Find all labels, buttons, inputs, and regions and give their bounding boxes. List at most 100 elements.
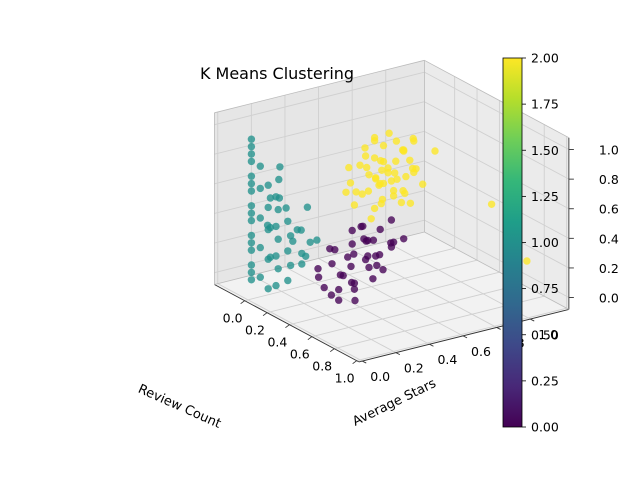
scatter-point	[362, 237, 370, 245]
scatter-point	[392, 137, 401, 145]
z-tick-label: 0.4	[599, 231, 619, 246]
scatter-point	[247, 209, 256, 217]
colorbar-tick-label: 0.25	[531, 373, 559, 388]
scatter-point	[401, 189, 409, 198]
scatter-point	[387, 177, 396, 185]
x-axis-line	[214, 284, 360, 363]
grid-line	[356, 307, 567, 362]
y-tick-mark	[395, 352, 401, 356]
scatter-point	[364, 187, 373, 195]
scatter-point	[247, 246, 256, 254]
scatter-point	[247, 261, 256, 269]
scatter-point	[264, 225, 272, 234]
grid-line	[214, 71, 425, 126]
scatter-point	[335, 296, 343, 304]
colorbar-gradient	[502, 57, 523, 428]
x-axis-label: Review Count	[136, 382, 224, 432]
grid-line	[424, 130, 570, 210]
scatter-point	[328, 260, 336, 268]
scatter-point	[369, 236, 378, 244]
y-axis-line	[358, 308, 569, 363]
scatter-point	[274, 205, 282, 214]
scatter-point	[392, 157, 400, 165]
grid-line	[311, 283, 522, 338]
scatter-point	[272, 252, 280, 260]
scatter-point	[347, 262, 355, 271]
scatter-point	[369, 275, 377, 283]
scatter-point	[256, 184, 264, 193]
scatter-point	[376, 179, 384, 188]
x-tick-label: 0.0	[223, 311, 243, 326]
y-tick-mark	[530, 318, 535, 322]
scatter-point	[379, 266, 387, 274]
y-tick-mark	[429, 343, 434, 347]
scatter-point	[419, 180, 427, 188]
scatter-point	[247, 135, 256, 143]
grid-line	[424, 219, 570, 298]
z-tick-label: 0.2	[599, 261, 619, 276]
x-tick-labels: 0.00.20.40.60.81.0	[223, 311, 355, 386]
scatter-point	[408, 164, 417, 173]
colorbar-tick-label: 0.50	[531, 327, 559, 342]
scatter-point	[272, 281, 280, 290]
scatter-point	[402, 172, 410, 181]
scatter-point	[385, 129, 393, 137]
scatter-point	[247, 216, 256, 225]
scatter-point	[264, 255, 272, 263]
scatter-point	[367, 215, 375, 223]
x-tick-label: 0.4	[267, 335, 287, 350]
scatter-point	[264, 203, 272, 212]
scatter-point	[361, 152, 370, 160]
scatter-point	[284, 247, 292, 255]
scatter-point	[264, 285, 272, 293]
scatter-point	[247, 276, 256, 284]
scatter-point	[306, 238, 314, 246]
y-tick-mark	[362, 360, 367, 364]
scatter-point	[391, 169, 399, 177]
y-axis-label: Average Stars	[350, 376, 439, 429]
colorbar-tick-labels: 0.00 0.25 0.50 0.75 1.00 1.25 1.50 1.75 2.00	[531, 51, 559, 435]
scatter-point	[256, 243, 264, 252]
x-tick-mark	[240, 300, 245, 305]
scatter-point	[365, 171, 373, 179]
y-tick-label: 0.6	[471, 344, 491, 359]
scatter-point	[389, 238, 398, 246]
colorbar-tick-label: 1.25	[531, 189, 559, 204]
scatter-point	[293, 226, 301, 234]
scatter-point	[406, 156, 414, 164]
x-tick-mark	[262, 312, 268, 317]
x-tick-label: 0.8	[312, 359, 332, 374]
z-tick-labels: 0.0 0.2 0.4 0.6 0.8 1.0	[599, 143, 619, 306]
scatter-point	[284, 217, 292, 225]
scatter-point	[256, 273, 264, 281]
colorbar-tick-label: 1.00	[531, 235, 559, 250]
grid-line	[266, 259, 478, 314]
y-tick-mark	[496, 327, 501, 330]
pane-edge	[424, 231, 570, 310]
y-tick-label: 0.0	[370, 369, 390, 384]
scatter-point	[282, 204, 290, 212]
scatter-point	[247, 268, 256, 277]
scatter-point	[264, 181, 272, 189]
scatter-point	[314, 273, 323, 281]
grid-line	[424, 190, 570, 269]
pane-edge	[424, 59, 570, 139]
x-tick-mark	[307, 336, 313, 341]
back-pane	[424, 60, 569, 310]
scatter-point	[372, 175, 380, 183]
scatter-point	[274, 235, 282, 243]
scatter-point	[286, 261, 295, 270]
scatter-point	[523, 257, 531, 265]
scatter-point	[247, 187, 256, 195]
scatter-point	[370, 154, 379, 162]
colorbar-tick-label: 0.00	[531, 420, 559, 435]
z-tick-label: 0.8	[599, 172, 619, 187]
scatter-point	[487, 200, 496, 208]
scatter-point	[400, 235, 408, 243]
colorbar-tick-label: 0.75	[531, 281, 559, 296]
scatter-points	[247, 129, 531, 305]
grid-line	[424, 160, 570, 239]
y-tick-mark	[462, 335, 468, 339]
scatter-point	[363, 163, 371, 172]
